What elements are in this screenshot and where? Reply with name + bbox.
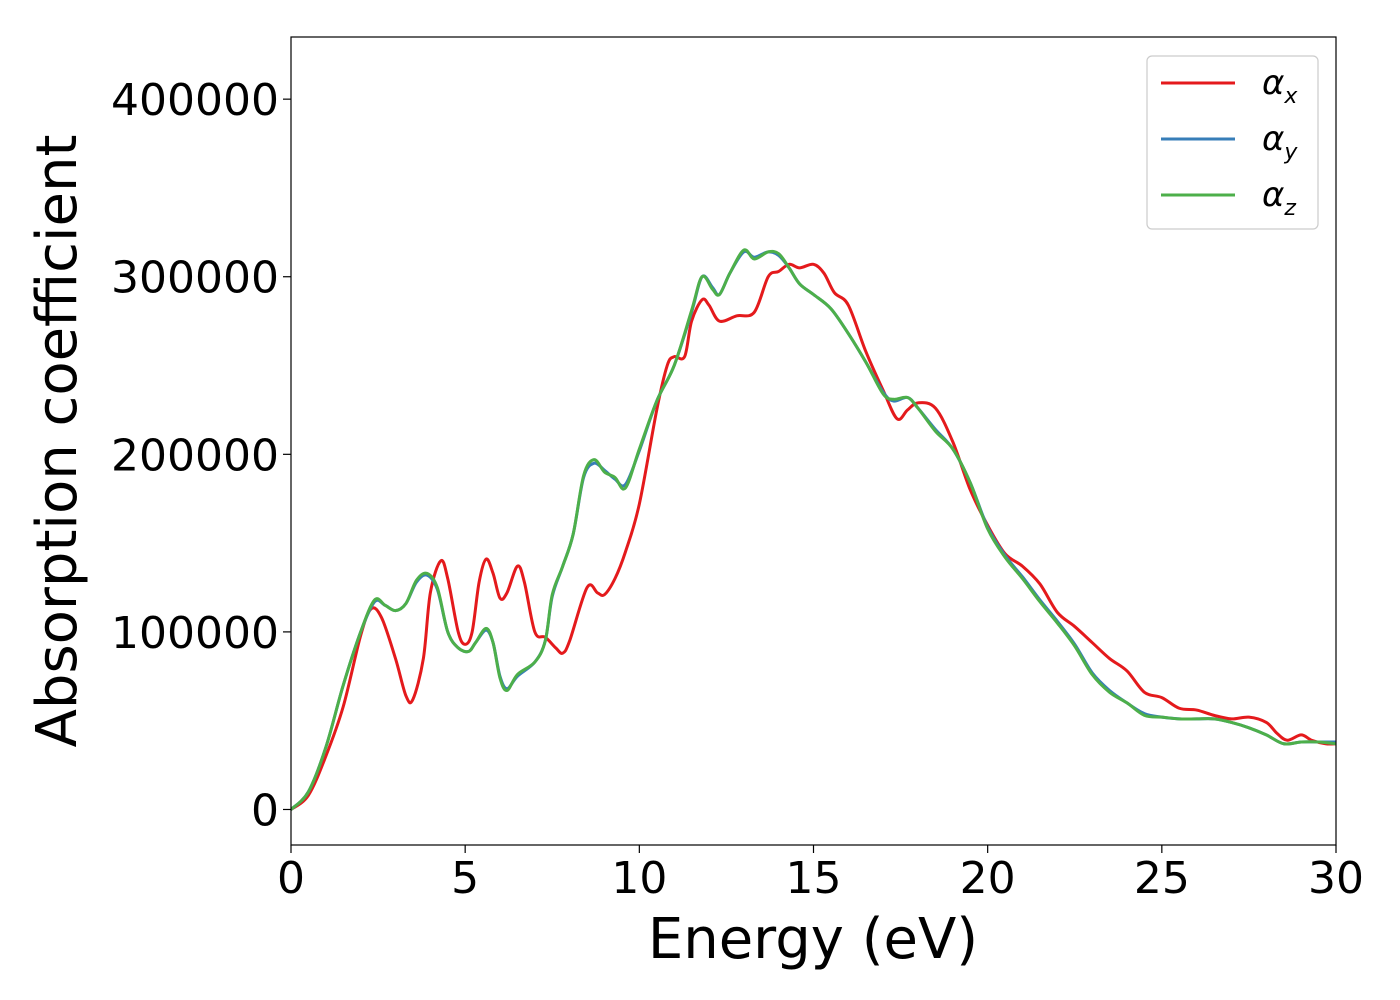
y-tick-label: 400000	[111, 75, 279, 126]
y-tick-label: 300000	[111, 253, 279, 304]
y-axis-title: Absorption coefficient	[25, 135, 90, 748]
x-tick-label: 0	[277, 853, 305, 904]
legend-box	[1146, 55, 1319, 230]
series-line-alpha-z	[291, 248, 1336, 811]
x-tick-label: 20	[960, 853, 1016, 904]
x-tick-label: 30	[1308, 853, 1364, 904]
x-axis-title: Energy (eV)	[648, 907, 978, 972]
x-axis: 0 5 10 15 20 25 30	[277, 845, 1364, 904]
series-layer	[291, 248, 1336, 811]
x-tick-label: 5	[451, 853, 479, 904]
y-axis: 0 100000 200000 300000 400000	[111, 75, 291, 836]
legend-label-x: αx	[1262, 63, 1298, 109]
y-tick-label: 100000	[111, 608, 279, 659]
legend-subscript-y: y	[1283, 140, 1298, 165]
series-line-alpha-x	[291, 262, 1336, 811]
legend-subscript-x: x	[1283, 84, 1298, 109]
x-tick-label: 10	[611, 853, 667, 904]
legend-subscript-z: z	[1283, 196, 1296, 221]
x-tick-label: 25	[1134, 853, 1190, 904]
y-tick-label: 0	[251, 785, 279, 836]
x-tick-label: 15	[786, 853, 842, 904]
y-tick-label: 200000	[111, 430, 279, 481]
